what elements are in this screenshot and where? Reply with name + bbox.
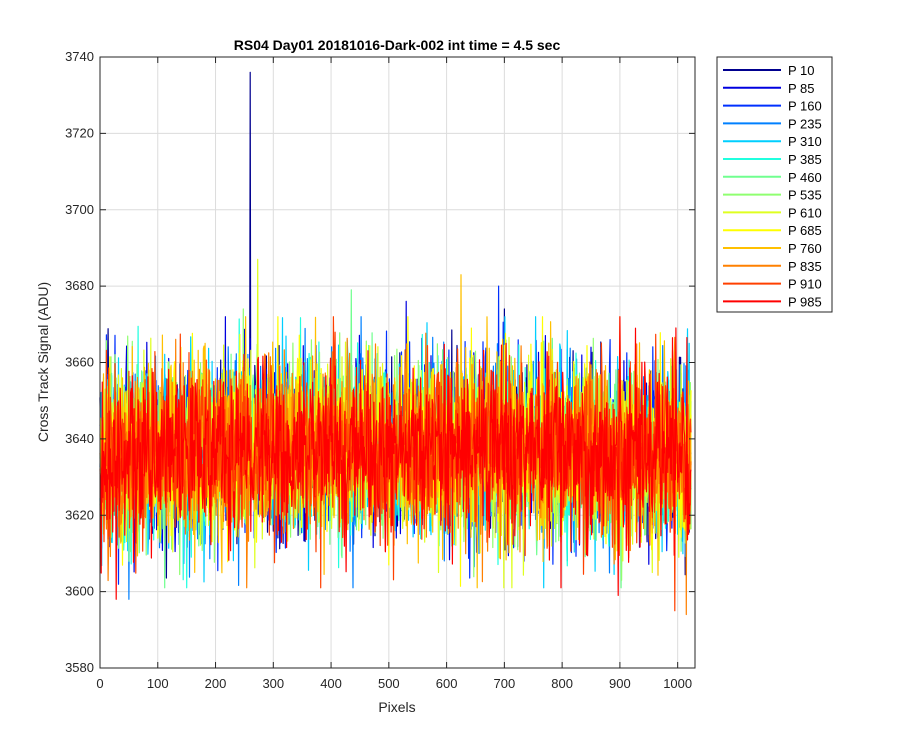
x-tick-label: 700 bbox=[494, 676, 516, 691]
x-tick-label: 1000 bbox=[663, 676, 692, 691]
legend-entry-label: P 985 bbox=[788, 294, 822, 309]
legend-entry-label: P 235 bbox=[788, 116, 822, 131]
legend-entry-label: P 610 bbox=[788, 205, 822, 220]
x-tick-label: 500 bbox=[378, 676, 400, 691]
legend: P 10 P 85 P 160 P 235 P 310 P 385 P 460 P 535 P … bbox=[716, 56, 833, 313]
y-tick-label: 3640 bbox=[65, 431, 94, 446]
legend-entry-label: P 85 bbox=[788, 81, 815, 96]
chart-title: RS04 Day01 20181016-Dark-002 int time = … bbox=[234, 37, 561, 53]
y-tick-label: 3580 bbox=[65, 660, 94, 675]
legend-entry-label: P 835 bbox=[788, 259, 822, 274]
legend-entry-label: P 385 bbox=[788, 152, 822, 167]
y-axis-title: Cross Track Signal (ADU) bbox=[35, 282, 51, 442]
axis-ticks: 0 100 200 300 400 500 600 700 800 900 1000 3580 3600… bbox=[65, 49, 695, 691]
y-tick-label: 3620 bbox=[65, 507, 94, 522]
x-tick-label: 800 bbox=[551, 676, 573, 691]
series-line bbox=[99, 316, 692, 600]
y-tick-label: 3680 bbox=[65, 278, 94, 293]
y-tick-label: 3660 bbox=[65, 355, 94, 370]
legend-entry-label: P 685 bbox=[788, 223, 822, 238]
x-tick-label: 0 bbox=[96, 676, 103, 691]
x-tick-label: 900 bbox=[609, 676, 631, 691]
y-tick-label: 3700 bbox=[65, 202, 94, 217]
legend-entry-label: P 310 bbox=[788, 134, 822, 149]
x-tick-label: 300 bbox=[262, 676, 284, 691]
legend-entry-label: P 760 bbox=[788, 241, 822, 256]
y-tick-label: 3740 bbox=[65, 49, 94, 64]
legend-box bbox=[716, 56, 833, 313]
x-axis-title: Pixels bbox=[378, 699, 415, 715]
legend-entry-label: P 910 bbox=[788, 277, 822, 292]
legend-entry-label: P 10 bbox=[788, 63, 815, 78]
x-tick-label: 100 bbox=[147, 676, 169, 691]
x-tick-label: 400 bbox=[320, 676, 342, 691]
series-lines bbox=[99, 71, 692, 616]
legend-entry-label: P 160 bbox=[788, 99, 822, 114]
y-tick-label: 3720 bbox=[65, 125, 94, 140]
legend-entry-label: P 460 bbox=[788, 170, 822, 185]
y-tick-label: 3600 bbox=[65, 584, 94, 599]
x-tick-label: 200 bbox=[205, 676, 227, 691]
legend-entry-label: P 535 bbox=[788, 188, 822, 203]
x-tick-label: 600 bbox=[436, 676, 458, 691]
